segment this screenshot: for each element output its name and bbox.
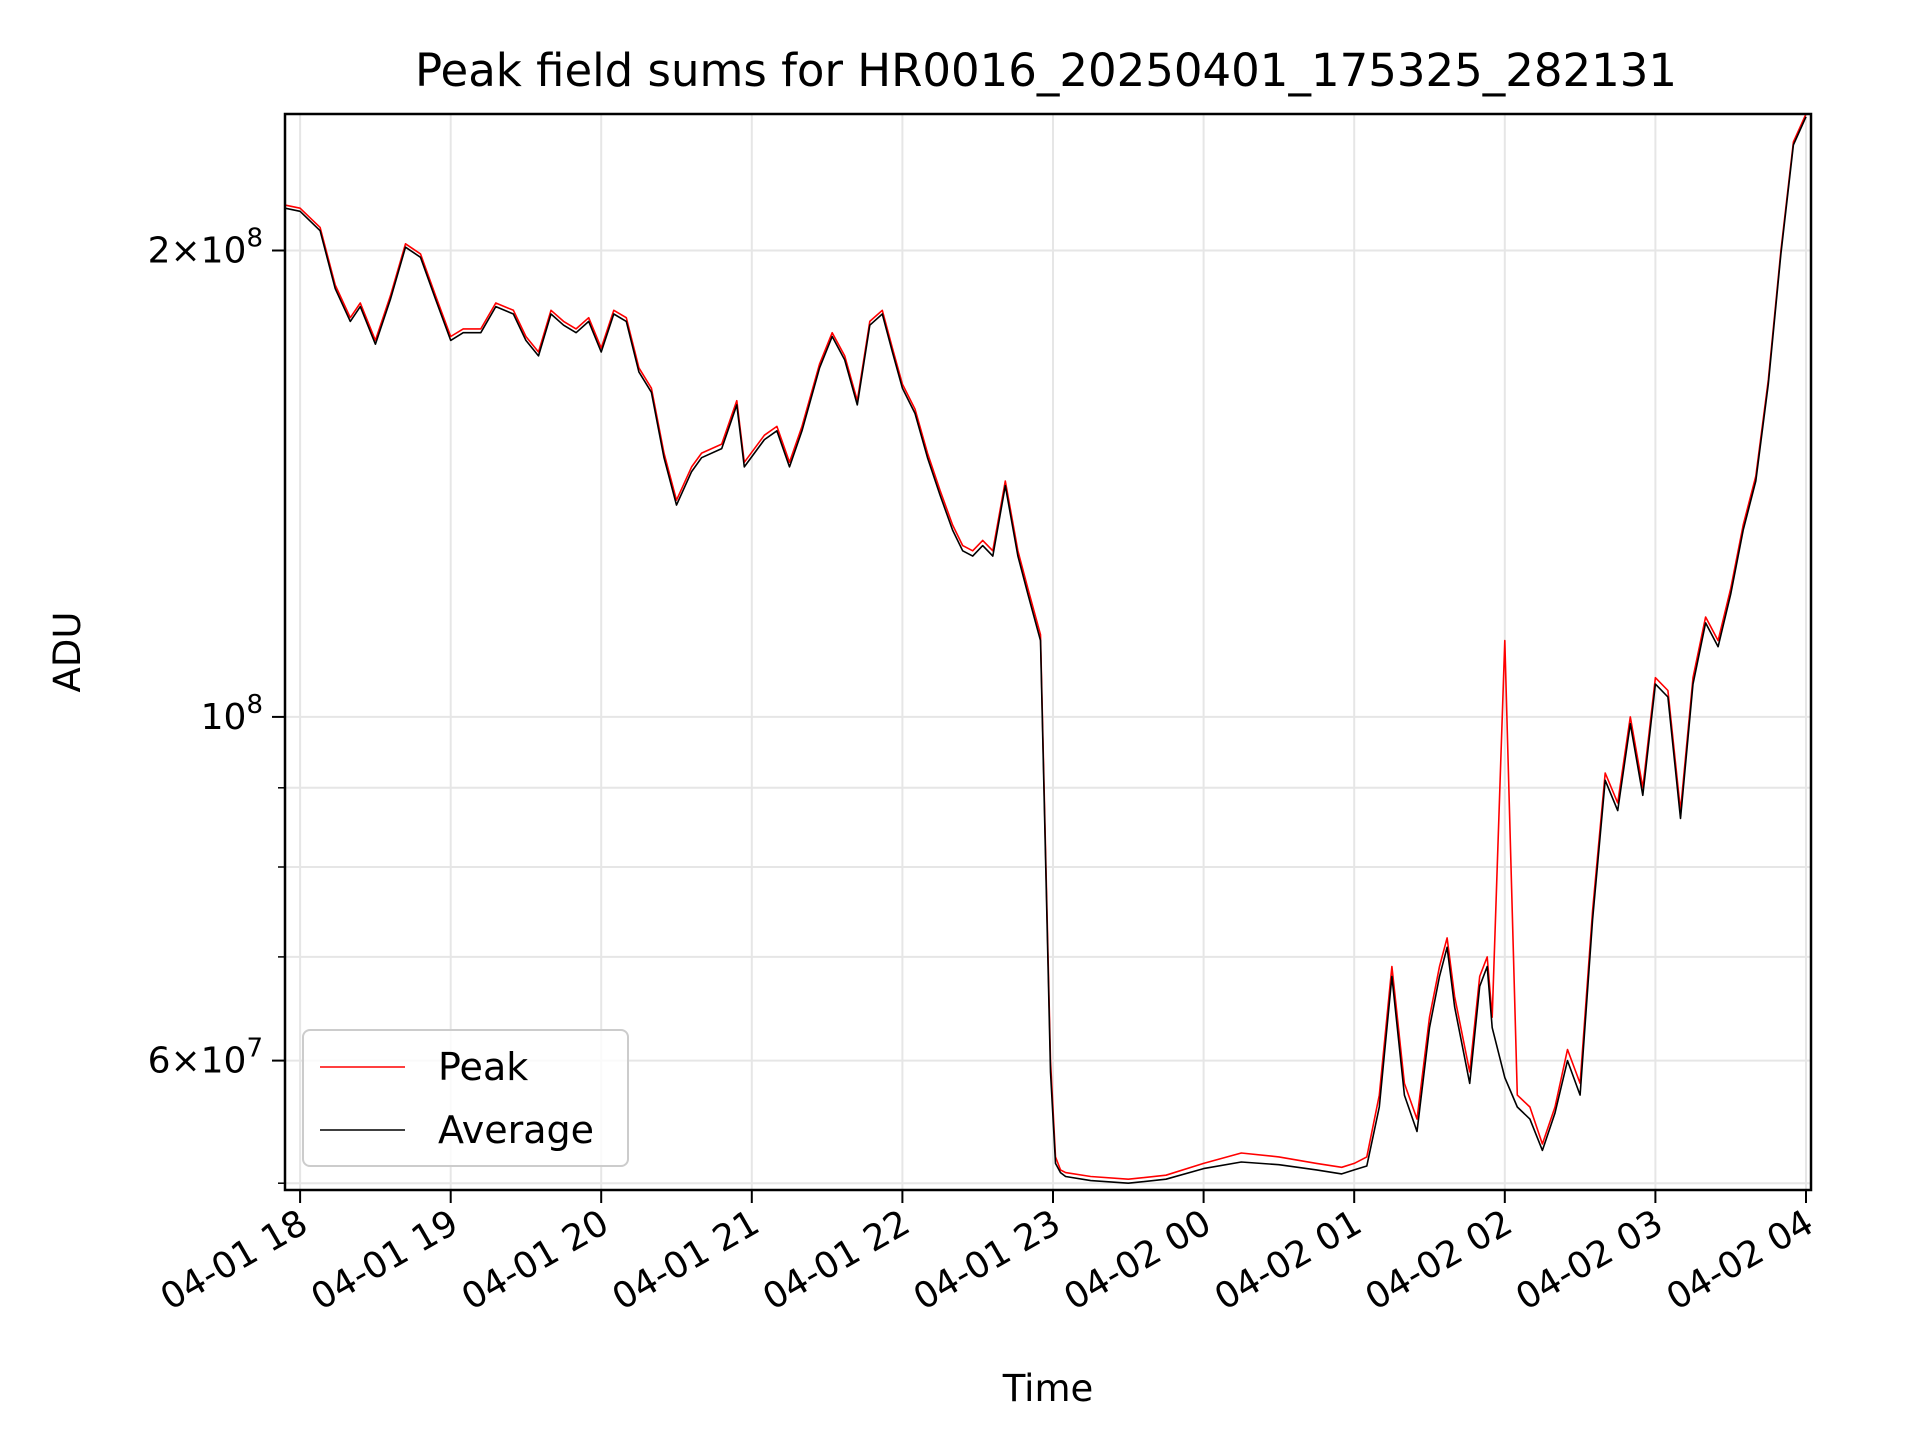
chart-title: Peak field sums for HR0016_20250401_1753… (415, 44, 1677, 97)
y-tick-label: 108 (201, 690, 263, 738)
legend-box (302, 1029, 629, 1167)
grid (285, 114, 1811, 1190)
x-axis-label: Time (1002, 1367, 1094, 1410)
plot-frame (283, 112, 1813, 1192)
legend-label-peak: Peak (438, 1045, 528, 1089)
y-axis-label: ADU (46, 612, 89, 693)
legend: Peak Average (302, 1029, 629, 1167)
legend-label-average: Average (438, 1108, 594, 1152)
plot-lines (285, 114, 1807, 1184)
series-line-peak (285, 114, 1807, 1180)
y-tick-label: 6×107 (148, 1034, 263, 1082)
series-line-average (285, 116, 1807, 1184)
y-tick-label: 2×108 (148, 224, 263, 272)
